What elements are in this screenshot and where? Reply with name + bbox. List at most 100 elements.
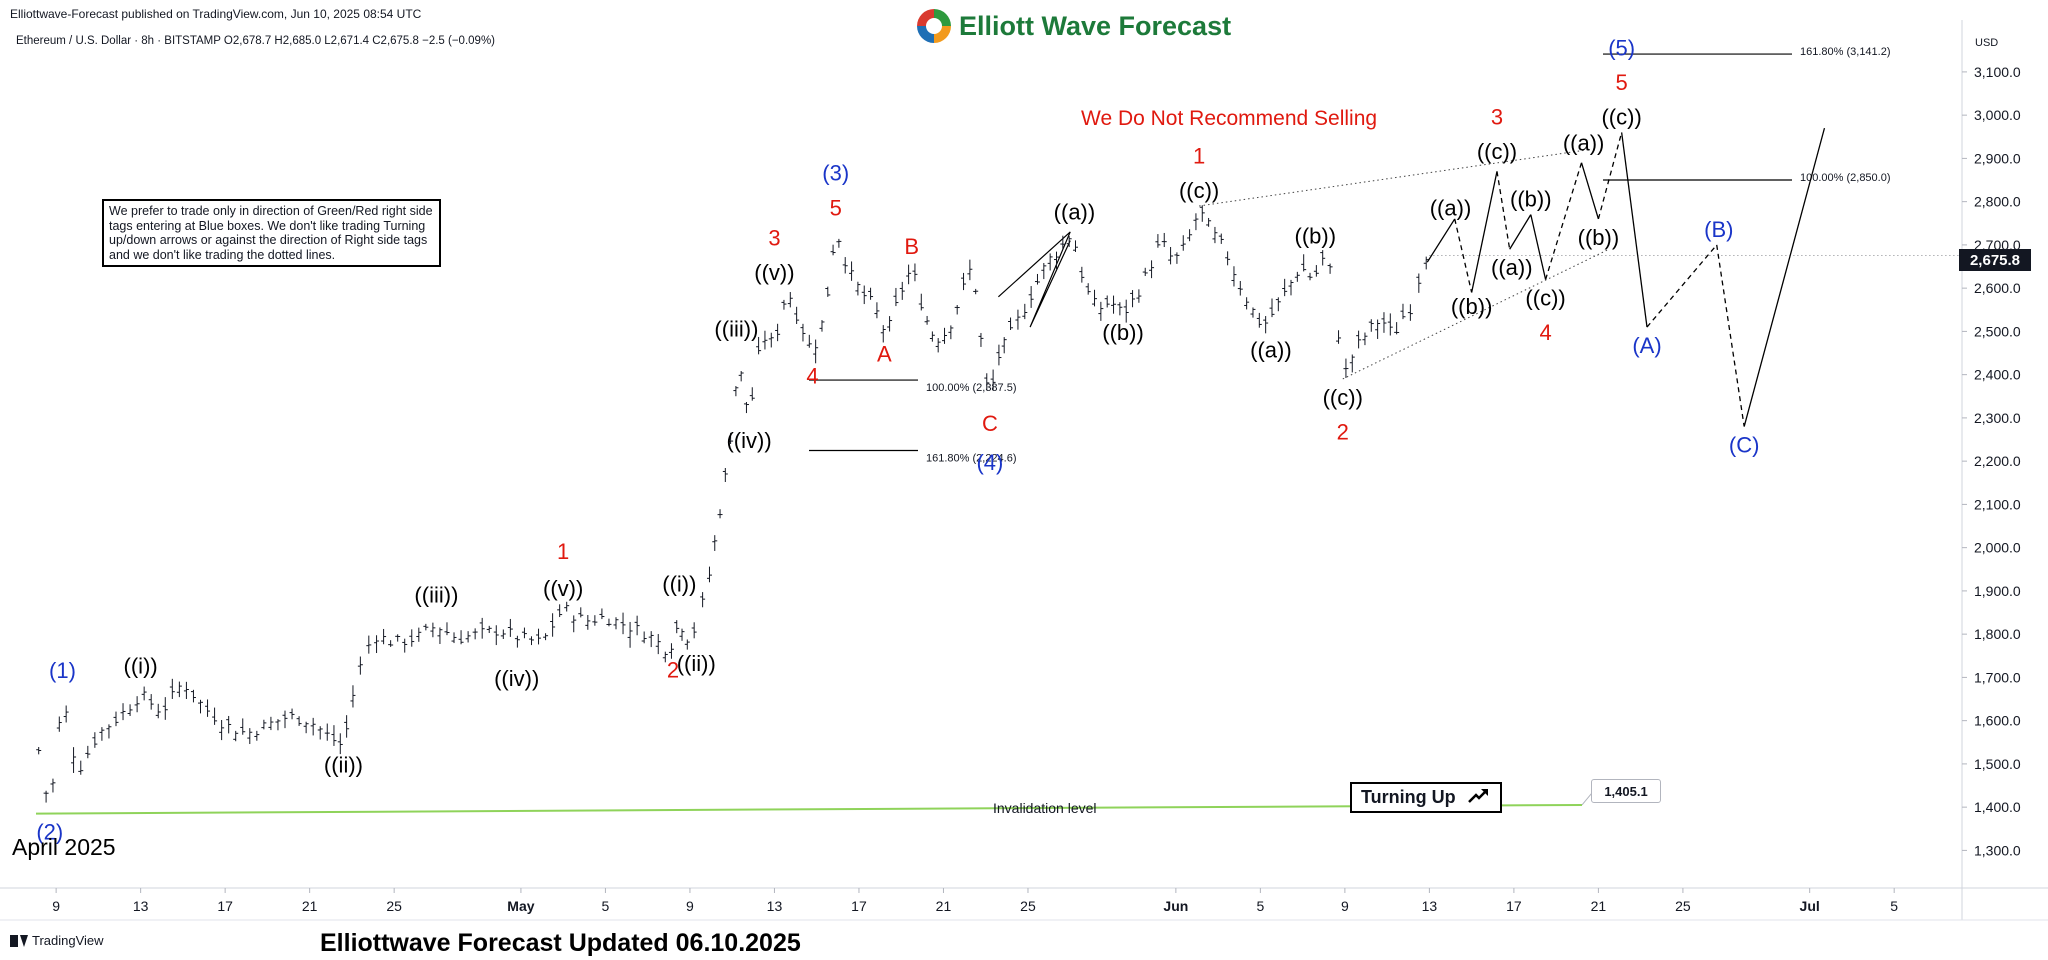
y-tick-label: 3,100.0 (1974, 64, 2021, 80)
wave-label: ((c)) (1601, 104, 1641, 129)
fib-levels: 161.80% (3,141.2) 100.00% (2,850.0) 100.00… (35, 46, 1891, 815)
wave-label: ((c)) (1477, 139, 1517, 164)
axes: 1,300.0 1,400.0 1,500.0 1,600.0 1,700.0 1,800… (0, 20, 2048, 921)
published-line: Elliottwave-Forecast published on Tradin… (10, 7, 422, 21)
wave-label: 4 (806, 363, 818, 388)
wave-label: (B) (1704, 217, 1733, 242)
y-tick-label: 2,700.0 (1974, 237, 2021, 253)
x-tick-label: 25 (1675, 898, 1691, 914)
projection-path (1426, 127, 1826, 427)
wave-label: (A) (1632, 333, 1661, 358)
wave-structure-lines (997, 149, 1610, 380)
wave-label: ((b)) (1295, 223, 1337, 248)
wave-label: ((i)) (662, 572, 696, 597)
invalidation-value-callout: 1,405.1 (1591, 779, 1661, 803)
wave-label: ((a)) (1491, 255, 1533, 280)
projection-dashed-segment (1544, 162, 1583, 280)
x-tick-label: 25 (386, 898, 402, 914)
price-candles (36, 205, 1962, 803)
wave-label: ((iv)) (494, 666, 539, 691)
wave-label: 4 (1539, 320, 1551, 345)
projection-dashed-segment (1716, 244, 1745, 427)
x-tick-label: May (507, 898, 534, 914)
wave-label: B (904, 234, 919, 259)
trading-note-box: We prefer to trade only in direction of … (102, 199, 441, 267)
wave-label: (3) (822, 161, 849, 186)
projection-dashed-segment (1646, 244, 1718, 328)
wave-label: ((i)) (124, 654, 158, 679)
y-tick-label: 3,000.0 (1974, 107, 2021, 123)
fib-level-label: 161.80% (3,141.2) (1800, 46, 1891, 58)
wave-label: ((b)) (1102, 320, 1144, 345)
x-tick-label: 9 (686, 898, 694, 914)
x-tick-label: 9 (52, 898, 60, 914)
wave-label: ((c)) (1179, 178, 1219, 203)
projection-solid-segment (1620, 132, 1648, 328)
wave-label: ((c)) (1323, 385, 1363, 410)
brand-logo: Elliott Wave Forecast (917, 6, 1231, 46)
y-tick-label: 2,000.0 (1974, 540, 2021, 556)
projection-dashed-segment (1454, 218, 1473, 293)
wave-label: 5 (1616, 70, 1628, 95)
wave-label: ((b)) (1451, 294, 1493, 319)
y-tick-label: 1,700.0 (1974, 669, 2021, 685)
symbol-ohlc-line: Ethereum / U.S. Dollar · 8h · BITSTAMP O… (16, 35, 495, 47)
tradingview-logo-icon (10, 934, 28, 947)
x-tick-label: 5 (1890, 898, 1898, 914)
fib-level-label: 100.00% (2,387.5) (926, 382, 1017, 394)
fib-level-label: 161.80% (2,224.6) (926, 453, 1017, 465)
x-tick-label: 13 (1422, 898, 1438, 914)
y-tick-label: 2,300.0 (1974, 410, 2021, 426)
wave-label: (5) (1608, 35, 1635, 60)
wave-label: 3 (1491, 104, 1503, 129)
wave-label: A (877, 342, 892, 367)
wave-label: 2 (667, 657, 679, 682)
wave-label: ((v)) (543, 576, 583, 601)
current-price-tag: 2,675.8 (1959, 249, 2031, 271)
turning-up-box: Turning Up (1350, 782, 1502, 813)
x-tick-label: 17 (1506, 898, 1522, 914)
turning-label: Turning Up (1361, 787, 1456, 807)
x-tick-label: 17 (851, 898, 867, 914)
wave-label: (C) (1729, 433, 1760, 458)
tradingview-name: TradingView (32, 933, 104, 948)
wave-label: 1 (1193, 143, 1205, 168)
brand-mark-icon (917, 9, 951, 43)
projection-solid-segment (1530, 214, 1547, 280)
wave-label: 1 (557, 539, 569, 564)
x-tick-label: Jun (1163, 898, 1188, 914)
brand-name: Elliott Wave Forecast (959, 10, 1232, 41)
projection-solid-segment (1743, 127, 1826, 427)
x-tick-label: 25 (1020, 898, 1036, 914)
wave-label: ((iii)) (714, 316, 758, 341)
y-tick-label: 1,400.0 (1974, 799, 2021, 815)
y-tick-label: 1,900.0 (1974, 583, 2021, 599)
wave-label: 5 (830, 195, 842, 220)
wedge-lines (997, 231, 1071, 328)
wave-label: 3 (768, 226, 780, 251)
x-tick-label: 17 (217, 898, 233, 914)
wave-label: ((a)) (1250, 337, 1292, 362)
x-tick-label: 13 (133, 898, 149, 914)
wave-label: ((a)) (1563, 130, 1605, 155)
invalidation-label: Invalidation level (993, 800, 1097, 816)
wave-label: ((ii)) (324, 753, 363, 778)
month-label: April 2025 (12, 834, 116, 860)
wave-label: (4) (976, 450, 1003, 475)
wave-label: C (982, 411, 998, 436)
x-tick-label: 21 (936, 898, 952, 914)
wave-label: ((ii)) (677, 651, 716, 676)
arrow-up-right-icon (1467, 786, 1491, 809)
projection-solid-segment (1580, 162, 1600, 220)
y-tick-label: 2,900.0 (1974, 150, 2021, 166)
x-tick-label: 13 (767, 898, 783, 914)
wave-label: ((v)) (754, 260, 794, 285)
x-tick-label: 5 (602, 898, 610, 914)
x-tick-label: 5 (1256, 898, 1264, 914)
wave-label: ((b)) (1578, 225, 1620, 250)
wave-label: (2) (36, 820, 63, 845)
footer-title: Elliottwave Forecast Updated 06.10.2025 (320, 929, 801, 957)
wave-label: ((b)) (1510, 187, 1552, 212)
x-tick-label: 21 (1591, 898, 1607, 914)
